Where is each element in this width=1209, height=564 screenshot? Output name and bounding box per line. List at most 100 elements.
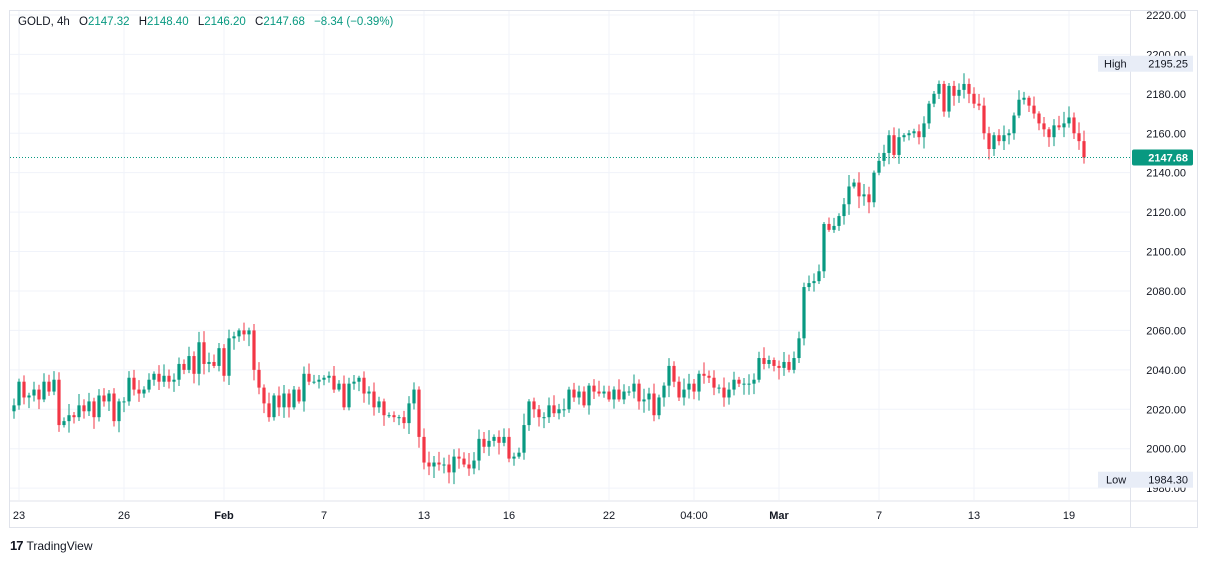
candle-body bbox=[352, 381, 356, 384]
candle-body bbox=[422, 436, 426, 463]
legend-interval: 4h bbox=[56, 16, 70, 28]
tradingview-attribution[interactable]: 17 TradingView bbox=[10, 538, 93, 553]
candle-body bbox=[482, 438, 486, 447]
tradingview-logo-icon: 17 bbox=[10, 538, 24, 553]
candle-body bbox=[777, 365, 781, 368]
y-tick-label: 2120.00 bbox=[1146, 207, 1186, 219]
candle-body bbox=[447, 464, 451, 473]
candle-body bbox=[237, 330, 241, 337]
last-price-value: 2147.68 bbox=[1148, 153, 1188, 165]
candle-body bbox=[257, 369, 261, 388]
candle-body bbox=[1012, 115, 1016, 134]
candle-body bbox=[682, 389, 686, 398]
candle-body bbox=[812, 281, 816, 284]
candle-body bbox=[922, 123, 926, 138]
candle-body bbox=[897, 137, 901, 155]
candle-body bbox=[442, 464, 446, 466]
candle-body bbox=[52, 379, 56, 392]
low-marker-value: 1984.30 bbox=[1148, 475, 1188, 487]
candle-body bbox=[292, 389, 296, 408]
candle-body bbox=[527, 401, 531, 426]
candle-body bbox=[672, 365, 676, 382]
candle-body bbox=[112, 393, 116, 422]
legend-open-label: O bbox=[78, 16, 88, 28]
candle-body bbox=[632, 383, 636, 392]
candle-body bbox=[77, 405, 81, 418]
candle-body bbox=[867, 194, 871, 203]
candle-body bbox=[202, 342, 206, 364]
candle-body bbox=[387, 415, 391, 417]
candle-body bbox=[182, 363, 186, 370]
candle-body bbox=[187, 356, 191, 370]
candle-body bbox=[707, 375, 711, 378]
candle-body bbox=[982, 105, 986, 134]
candle-body bbox=[517, 452, 521, 457]
candle-body bbox=[247, 330, 251, 335]
x-tick-label: 04:00 bbox=[680, 510, 708, 522]
candle-body bbox=[607, 391, 611, 400]
candle-body bbox=[37, 389, 41, 400]
candle-body bbox=[692, 383, 696, 392]
candle-body bbox=[457, 456, 461, 459]
legend-symbol[interactable]: GOLD bbox=[18, 16, 51, 28]
candle-body bbox=[727, 389, 731, 398]
legend-high: 2148.40 bbox=[147, 16, 189, 28]
legend-high-label: H bbox=[138, 16, 148, 28]
x-tick-label: 7 bbox=[876, 510, 882, 522]
candle-body bbox=[1047, 129, 1051, 138]
candle-body bbox=[902, 135, 906, 138]
x-tick-label: 22 bbox=[603, 510, 615, 522]
candle-body bbox=[667, 365, 671, 386]
candle-body bbox=[192, 356, 196, 374]
candle-body bbox=[197, 342, 201, 374]
candle-body bbox=[172, 379, 176, 382]
candle-body bbox=[847, 186, 851, 205]
candle-body bbox=[967, 83, 971, 94]
candle-body bbox=[72, 415, 76, 418]
y-tick-label: 2060.00 bbox=[1146, 325, 1186, 337]
candle-body bbox=[572, 389, 576, 398]
candle-body bbox=[367, 391, 371, 394]
candle-body bbox=[822, 223, 826, 272]
candle-body bbox=[157, 373, 161, 382]
candle-body bbox=[717, 387, 721, 389]
last-price-tag bbox=[1132, 149, 1193, 166]
candle-body bbox=[1037, 113, 1041, 124]
candle-body bbox=[262, 387, 266, 404]
candle-body bbox=[452, 456, 456, 473]
candle-body bbox=[792, 358, 796, 370]
candle-body bbox=[987, 133, 991, 150]
candle-body bbox=[162, 375, 166, 382]
candle-body bbox=[417, 389, 421, 437]
candle-body bbox=[702, 373, 706, 376]
chart-legend: GOLD, 4h O2147.32 H2148.40 L2146.20 C214… bbox=[18, 16, 394, 28]
candle-body bbox=[142, 389, 146, 394]
y-tick-label: 2160.00 bbox=[1146, 128, 1186, 140]
tradingview-brand: TradingView bbox=[26, 538, 93, 553]
x-tick-label: Feb bbox=[214, 510, 234, 522]
candle-body bbox=[342, 383, 346, 408]
candle-body bbox=[652, 393, 656, 416]
candle-body bbox=[972, 93, 976, 104]
legend-close-label: C bbox=[255, 16, 264, 28]
y-tick-label: 2020.00 bbox=[1146, 404, 1186, 416]
candle-body bbox=[432, 462, 436, 467]
candle-body bbox=[887, 135, 891, 153]
candle-body bbox=[12, 405, 16, 412]
candle-body bbox=[357, 377, 361, 382]
candle-body bbox=[227, 338, 231, 376]
candle-body bbox=[437, 462, 441, 465]
candle-body bbox=[302, 373, 306, 402]
candle-body bbox=[122, 401, 126, 403]
candle-body bbox=[857, 182, 861, 197]
candle-body bbox=[67, 415, 71, 422]
candle-body bbox=[92, 401, 96, 418]
candle-body bbox=[587, 385, 591, 406]
y-tick-label: 2220.00 bbox=[1146, 10, 1186, 22]
candle-body bbox=[492, 436, 496, 441]
y-tick-label: 2000.00 bbox=[1146, 444, 1186, 456]
candle-body bbox=[212, 361, 216, 366]
candle-body bbox=[862, 194, 866, 197]
candle-body bbox=[167, 375, 171, 382]
